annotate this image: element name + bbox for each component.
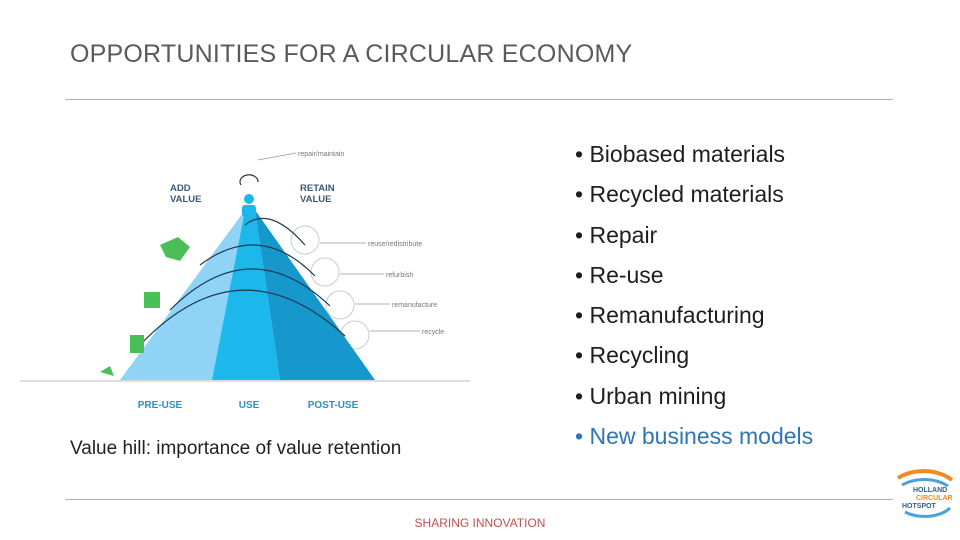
puzzle-icon bbox=[144, 292, 160, 308]
bullet-item: Repair bbox=[575, 215, 813, 255]
phase-label: POST-USE bbox=[308, 400, 359, 411]
bullet-item: Remanufacturing bbox=[575, 295, 813, 335]
label-leaders bbox=[257, 152, 420, 332]
bullet-item: Recycling bbox=[575, 335, 813, 375]
person-body bbox=[242, 205, 256, 217]
logo-text: CIRCULAR bbox=[916, 495, 953, 502]
bullet-item: Re-use bbox=[575, 255, 813, 295]
loop-label: remanufacture bbox=[392, 302, 437, 309]
pump-icon bbox=[100, 366, 114, 376]
bullet-item: Biobased materials bbox=[575, 134, 813, 174]
retain-value-label: RETAIN VALUE bbox=[300, 183, 335, 205]
person-head bbox=[244, 194, 254, 204]
slide-title: OPPORTUNITIES FOR A CIRCULAR ECONOMY bbox=[70, 40, 633, 68]
logo-arc bbox=[901, 477, 949, 488]
logo-text: HOLLAND bbox=[913, 487, 947, 494]
phase-label: PRE-USE bbox=[138, 400, 183, 411]
bullet-item: Urban mining bbox=[575, 376, 813, 416]
footer-text: SHARING INNOVATION bbox=[414, 516, 546, 530]
phase-label: USE bbox=[239, 400, 260, 411]
diagram-caption: Value hill: importance of value retentio… bbox=[70, 438, 402, 459]
label-line: ADD bbox=[170, 183, 191, 194]
label-line: VALUE bbox=[300, 194, 332, 205]
loop-label: refurbish bbox=[386, 272, 413, 279]
pre-use-face bbox=[120, 210, 245, 380]
top-rule bbox=[65, 99, 893, 100]
tag-icon bbox=[160, 237, 190, 261]
loop-label: repair/maintain bbox=[298, 151, 344, 158]
label-line: VALUE bbox=[170, 194, 202, 205]
value-hill-diagram: repair/maintain ADD VALUE RETAIN VALUE reu… bbox=[20, 151, 470, 411]
loop-arrows bbox=[139, 174, 346, 346]
logo-arc bbox=[896, 469, 954, 482]
loop-label: recycle bbox=[422, 329, 444, 336]
bullet-item: Recycled materials bbox=[575, 174, 813, 214]
bottom-rule bbox=[65, 499, 893, 500]
bullet-list: Biobased materialsRecycled materialsRepa… bbox=[575, 134, 813, 456]
logo-text: HOTSPOT bbox=[902, 503, 937, 510]
add-value-label: ADD VALUE bbox=[170, 183, 202, 205]
loop-label: reuse/redistribute bbox=[368, 241, 422, 248]
bullet-item: New business models bbox=[575, 416, 813, 456]
hand-icon bbox=[130, 335, 144, 353]
label-line: RETAIN bbox=[300, 183, 335, 194]
use-face bbox=[212, 210, 280, 380]
